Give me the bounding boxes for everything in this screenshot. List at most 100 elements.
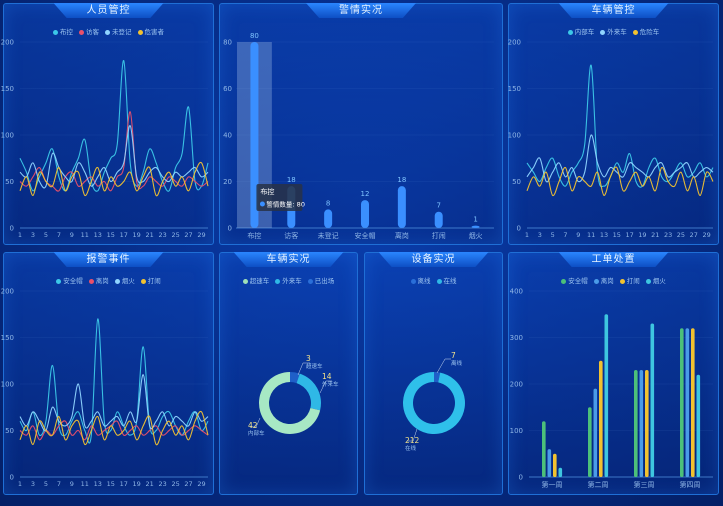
bar-打闹 [645,370,649,477]
legend-item[interactable]: 外来车 [600,26,627,36]
personnel-legend: 布控 访客 未登记 危害者 [4,26,213,36]
legend-swatch [140,278,146,284]
legend-item[interactable]: 打闹 [619,275,640,285]
bar-value-label: 18 [397,176,406,184]
legend-item[interactable]: 在线 [436,275,457,285]
work-orders-legend: 安全帽 离岗 打闹 烟火 [509,275,718,285]
x-tick-label: 第三周 [634,480,655,489]
x-tick-label: 访客 [284,231,298,240]
y-tick-label: 40 [223,132,232,140]
legend-item[interactable]: 安全帽 [561,275,588,285]
y-tick-label: 200 [1,288,14,296]
legend-item[interactable]: 打闹 [140,275,161,285]
x-tick-label: 第四周 [680,480,701,489]
bar-打闹 [434,211,443,228]
series-line-布控 [19,60,209,192]
y-tick-label: 150 [1,85,14,93]
work-orders-chart: 0 100 200 300 400 第一周 第二周 第三周 第四周 [510,288,713,489]
legend-swatch [307,278,313,284]
tooltip-value: 警情数量: 80 [266,200,305,209]
legend-label: 离岗 [95,277,109,285]
y-tick-label: 200 [508,39,521,47]
legend-item[interactable]: 内部车 [567,26,594,36]
bar-value-label: 8 [326,199,330,207]
legend-item[interactable]: 烟火 [114,275,135,285]
x-tick-label: 21 [146,231,154,239]
legend-label: 访客 [86,28,99,36]
y-tick-label: 100 [510,427,523,435]
legend-swatch [137,29,143,35]
legend-label: 离线 [417,277,431,285]
y-tick-label: 0 [517,225,521,233]
device-live-panel: 设备实况 离线 在线 7 离线 212 在线 [364,252,503,495]
legend-item[interactable]: 外来车 [275,275,302,285]
series-line-打闹 [19,410,209,446]
alarm-panel: 警情实况 0 20 40 60 80 80 布控 18 访客 8 未登记 12 安全帽 18 离岗 7 打闹 1 烟… [219,3,503,245]
legend-swatch [632,29,638,35]
x-tick-label: 11 [587,231,595,239]
x-tick-label: 15 [107,231,115,239]
bar-离岗 [397,186,406,228]
legend-label: 超速车 [249,277,270,285]
legend-item[interactable]: 危害者 [137,26,165,36]
legend-item[interactable]: 布控 [53,26,73,36]
series-line-未登记 [19,125,209,189]
legend-swatch [53,29,58,35]
y-tick-label: 100 [508,132,521,140]
bar-离岗 [593,388,598,477]
leader-line [250,417,261,428]
x-tick-label: 9 [576,231,580,239]
legend-label: 危害者 [144,28,165,36]
legend-label: 布控 [60,28,73,36]
slice-超速车 [290,372,300,384]
x-tick-label: 13 [94,480,102,488]
x-tick-label: 13 [94,231,102,239]
x-tick-label: 13 [600,231,608,239]
bar-安全帽 [634,370,638,477]
legend-item[interactable]: 离岗 [88,275,109,285]
legend-item[interactable]: 超速车 [242,275,270,285]
legend-swatch [600,29,606,35]
bar-value-label: 7 [436,202,440,210]
legend-swatch [436,278,442,284]
bar-安全帽 [588,407,592,477]
y-tick-label: 150 [508,85,521,93]
legend-label: 外来车 [282,277,302,285]
bar-value-label: 1 [473,216,477,224]
leader-line [407,428,418,442]
y-tick-label: 80 [223,39,232,47]
legend-item[interactable]: 未登记 [105,26,132,36]
x-tick-label: 25 [171,480,179,488]
x-tick-label: 27 [690,231,698,239]
x-tick-label: 第二周 [588,480,609,489]
legend-item[interactable]: 烟火 [645,275,666,285]
alarm-chart: 02040608080布控18访客8未登记12安全帽18离岗7打闹1烟火布控警情… [223,32,494,240]
legend-label: 安全帽 [568,277,588,285]
legend-item[interactable]: 已出场 [307,275,335,285]
legend-label: 离岗 [600,277,614,285]
bar-打闹 [599,360,603,477]
legend-item[interactable]: 访客 [79,26,99,36]
slice-name-label: 外来车 [322,380,339,388]
legend-item[interactable]: 危险车 [632,26,659,36]
x-tick-label: 1 [18,231,22,239]
legend-label: 已出场 [314,277,335,285]
series-line-内部车 [526,64,714,188]
legend-item[interactable]: 离岗 [593,275,614,285]
legend-swatch [56,278,62,284]
legend-swatch [275,278,281,284]
legend-item[interactable]: 安全帽 [56,275,83,285]
slice-name-label: 在线 [405,444,417,452]
vehicle-live-panel: 车辆实况 超速车 外来车 已出场 3 超速车 14 外来车 42 内部车 [219,252,358,495]
x-tick-label: 9 [70,231,74,239]
x-tick-label: 17 [120,231,128,239]
legend-item[interactable]: 离线 [410,275,431,285]
x-tick-label: 1 [18,480,22,488]
leader-line [319,380,332,394]
bar-离岗 [547,449,552,477]
y-tick-label: 0 [519,474,523,482]
slice-value-label: 42 [248,421,258,430]
